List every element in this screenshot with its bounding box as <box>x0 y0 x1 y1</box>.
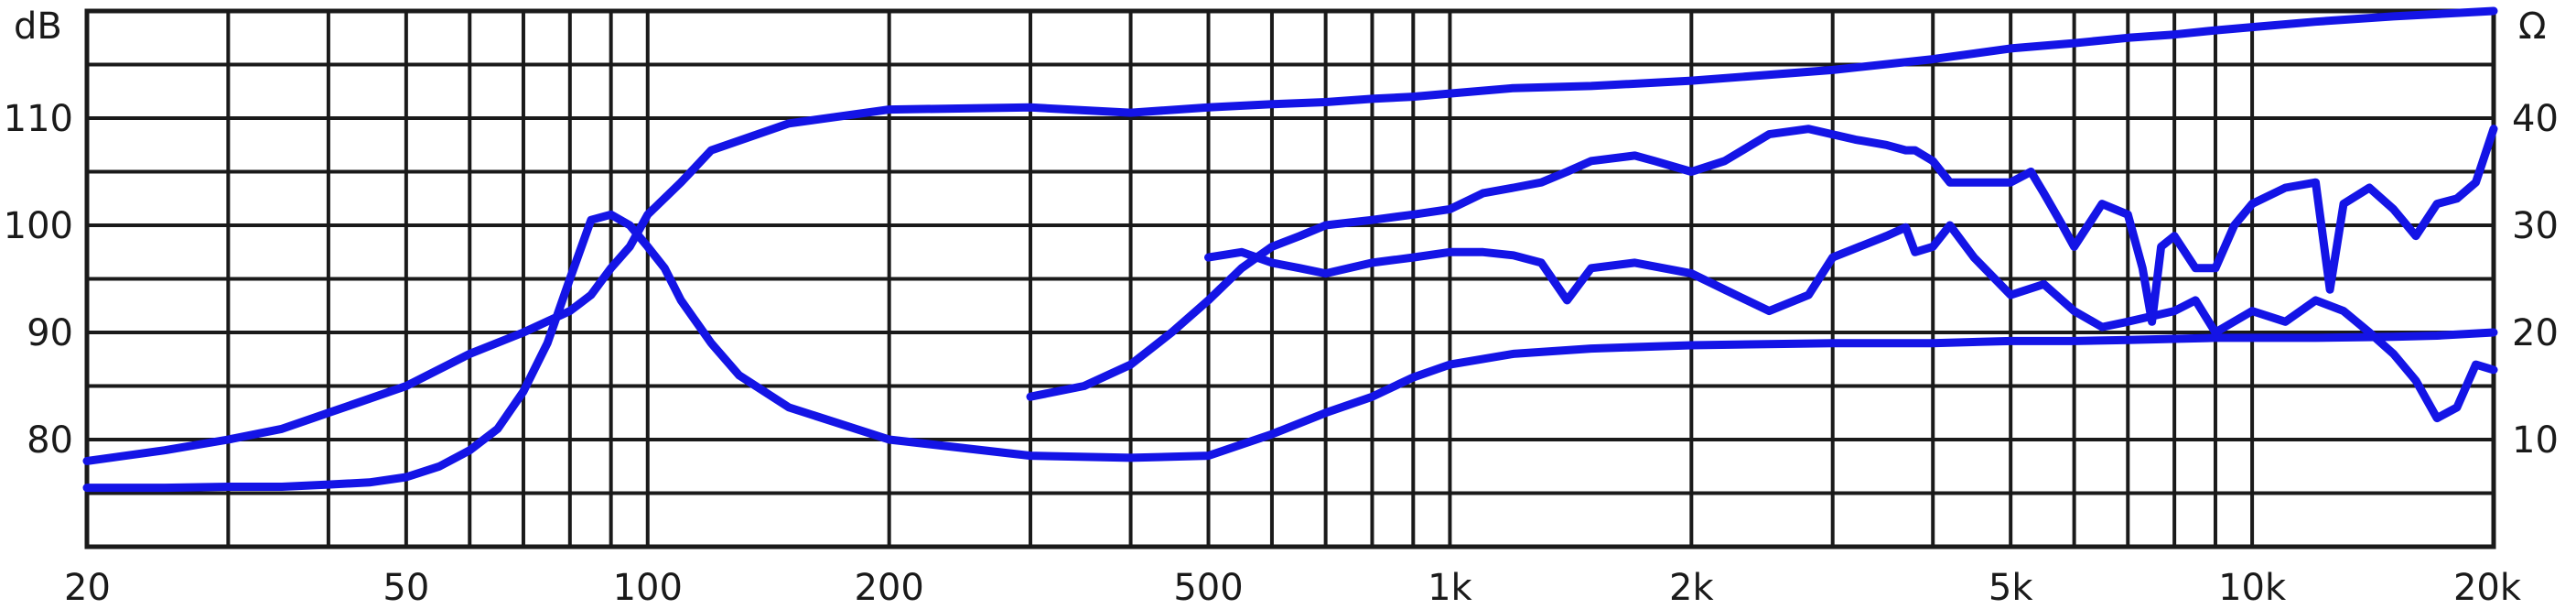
y-left-tick-label: 110 <box>4 98 73 140</box>
x-tick-label: 50 <box>383 567 429 609</box>
y-left-tick-label: 80 <box>27 419 73 462</box>
x-tick-label: 200 <box>854 567 923 609</box>
y-right-tick-label: 10 <box>2512 419 2559 462</box>
axis-labels: 20 50 100 200 500 1k 2k 5k 10k 20k 80 90 100 110 dB 10 2… <box>4 5 2559 609</box>
y-right-tick-label: 20 <box>2512 312 2559 354</box>
y-left-axis-title: dB <box>14 5 62 48</box>
x-tick-label: 20 <box>64 567 111 609</box>
x-tick-label: 20k <box>2453 567 2522 609</box>
plot-frame <box>84 8 2496 549</box>
x-tick-label: 1k <box>1428 567 1472 609</box>
y-right-tick-label: 40 <box>2512 98 2559 140</box>
grid <box>84 8 2496 549</box>
y-right-axis-title: Ω <box>2518 5 2547 48</box>
y-left-tick-label: 100 <box>4 205 73 247</box>
x-tick-label: 5k <box>1989 567 2033 609</box>
y-right-tick-label: 30 <box>2512 205 2559 247</box>
x-tick-label: 10k <box>2218 567 2287 609</box>
x-tick-label: 100 <box>613 567 683 609</box>
series-lines <box>82 6 2498 493</box>
series-line-4 <box>1204 221 2498 423</box>
x-tick-label: 500 <box>1173 567 1243 609</box>
y-left-tick-label: 90 <box>27 312 73 354</box>
series-line-1 <box>82 6 2498 465</box>
x-tick-label: 2k <box>1669 567 1714 609</box>
series-line-2 <box>82 210 2498 493</box>
series-line-3 <box>1026 125 2498 401</box>
